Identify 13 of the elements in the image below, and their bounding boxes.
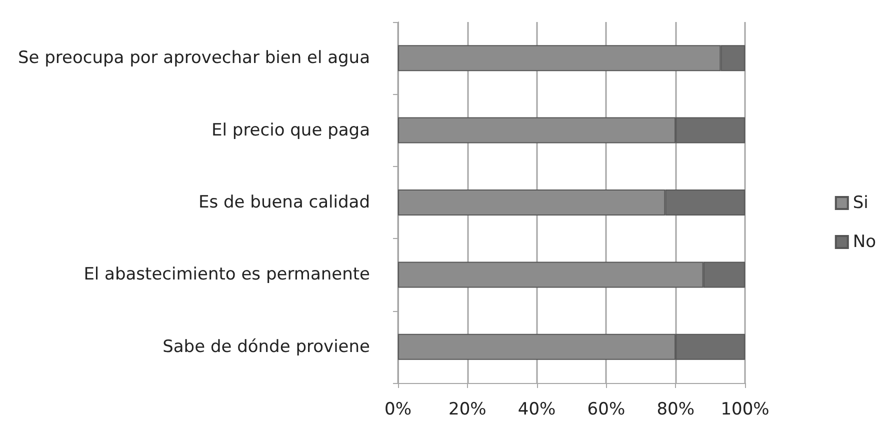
x-tick-label: 20% bbox=[448, 400, 486, 420]
legend-label: No bbox=[852, 232, 876, 252]
x-tick-label: 100% bbox=[720, 400, 770, 420]
y-tick-label: Es de buena calidad bbox=[198, 192, 370, 212]
x-tick-label: 60% bbox=[587, 400, 626, 420]
x-tick-label: 0% bbox=[384, 400, 412, 420]
legend-label: Si bbox=[852, 193, 868, 213]
y-tick-label: El abastecimiento es permanente bbox=[84, 264, 370, 285]
x-tick-label: 40% bbox=[518, 400, 556, 420]
x-tick-label: 80% bbox=[656, 400, 694, 420]
y-tick-label: Se preocupa por aprovechar bien el agua bbox=[18, 48, 370, 68]
y-tick-label: El precio que paga bbox=[212, 120, 370, 140]
y-tick-label: Sabe de dónde proviene bbox=[162, 336, 370, 357]
